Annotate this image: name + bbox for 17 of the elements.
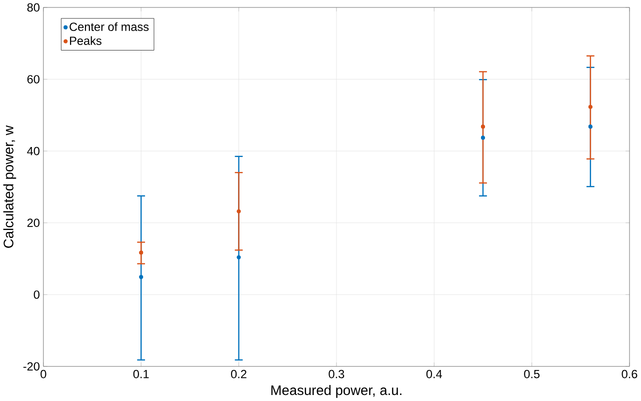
x-tick-label: 0.3 bbox=[328, 370, 344, 378]
x-tick-label: 0.4 bbox=[426, 370, 442, 378]
y-tick-label: 0 bbox=[34, 290, 40, 299]
y-tick-label: 60 bbox=[27, 75, 40, 84]
x-tick-label: 0.1 bbox=[133, 370, 149, 378]
x-tick-label: 0.5 bbox=[524, 370, 540, 378]
y-axis-title: Calculated power, w bbox=[3, 125, 16, 248]
x-axis-title: Measured power, a.u. bbox=[271, 384, 402, 398]
y-tick-label: -20 bbox=[23, 362, 40, 371]
y-tick-label: 20 bbox=[27, 218, 40, 227]
x-tick-label: 0 bbox=[40, 370, 46, 378]
legend-label: Peaks bbox=[70, 36, 102, 45]
y-tick-label: 80 bbox=[27, 3, 40, 12]
x-tick-label: 0.6 bbox=[622, 370, 638, 378]
x-tick-label: 0.2 bbox=[231, 370, 246, 378]
y-tick-label: 40 bbox=[27, 146, 40, 156]
legend-label: Center of mass bbox=[70, 22, 149, 31]
